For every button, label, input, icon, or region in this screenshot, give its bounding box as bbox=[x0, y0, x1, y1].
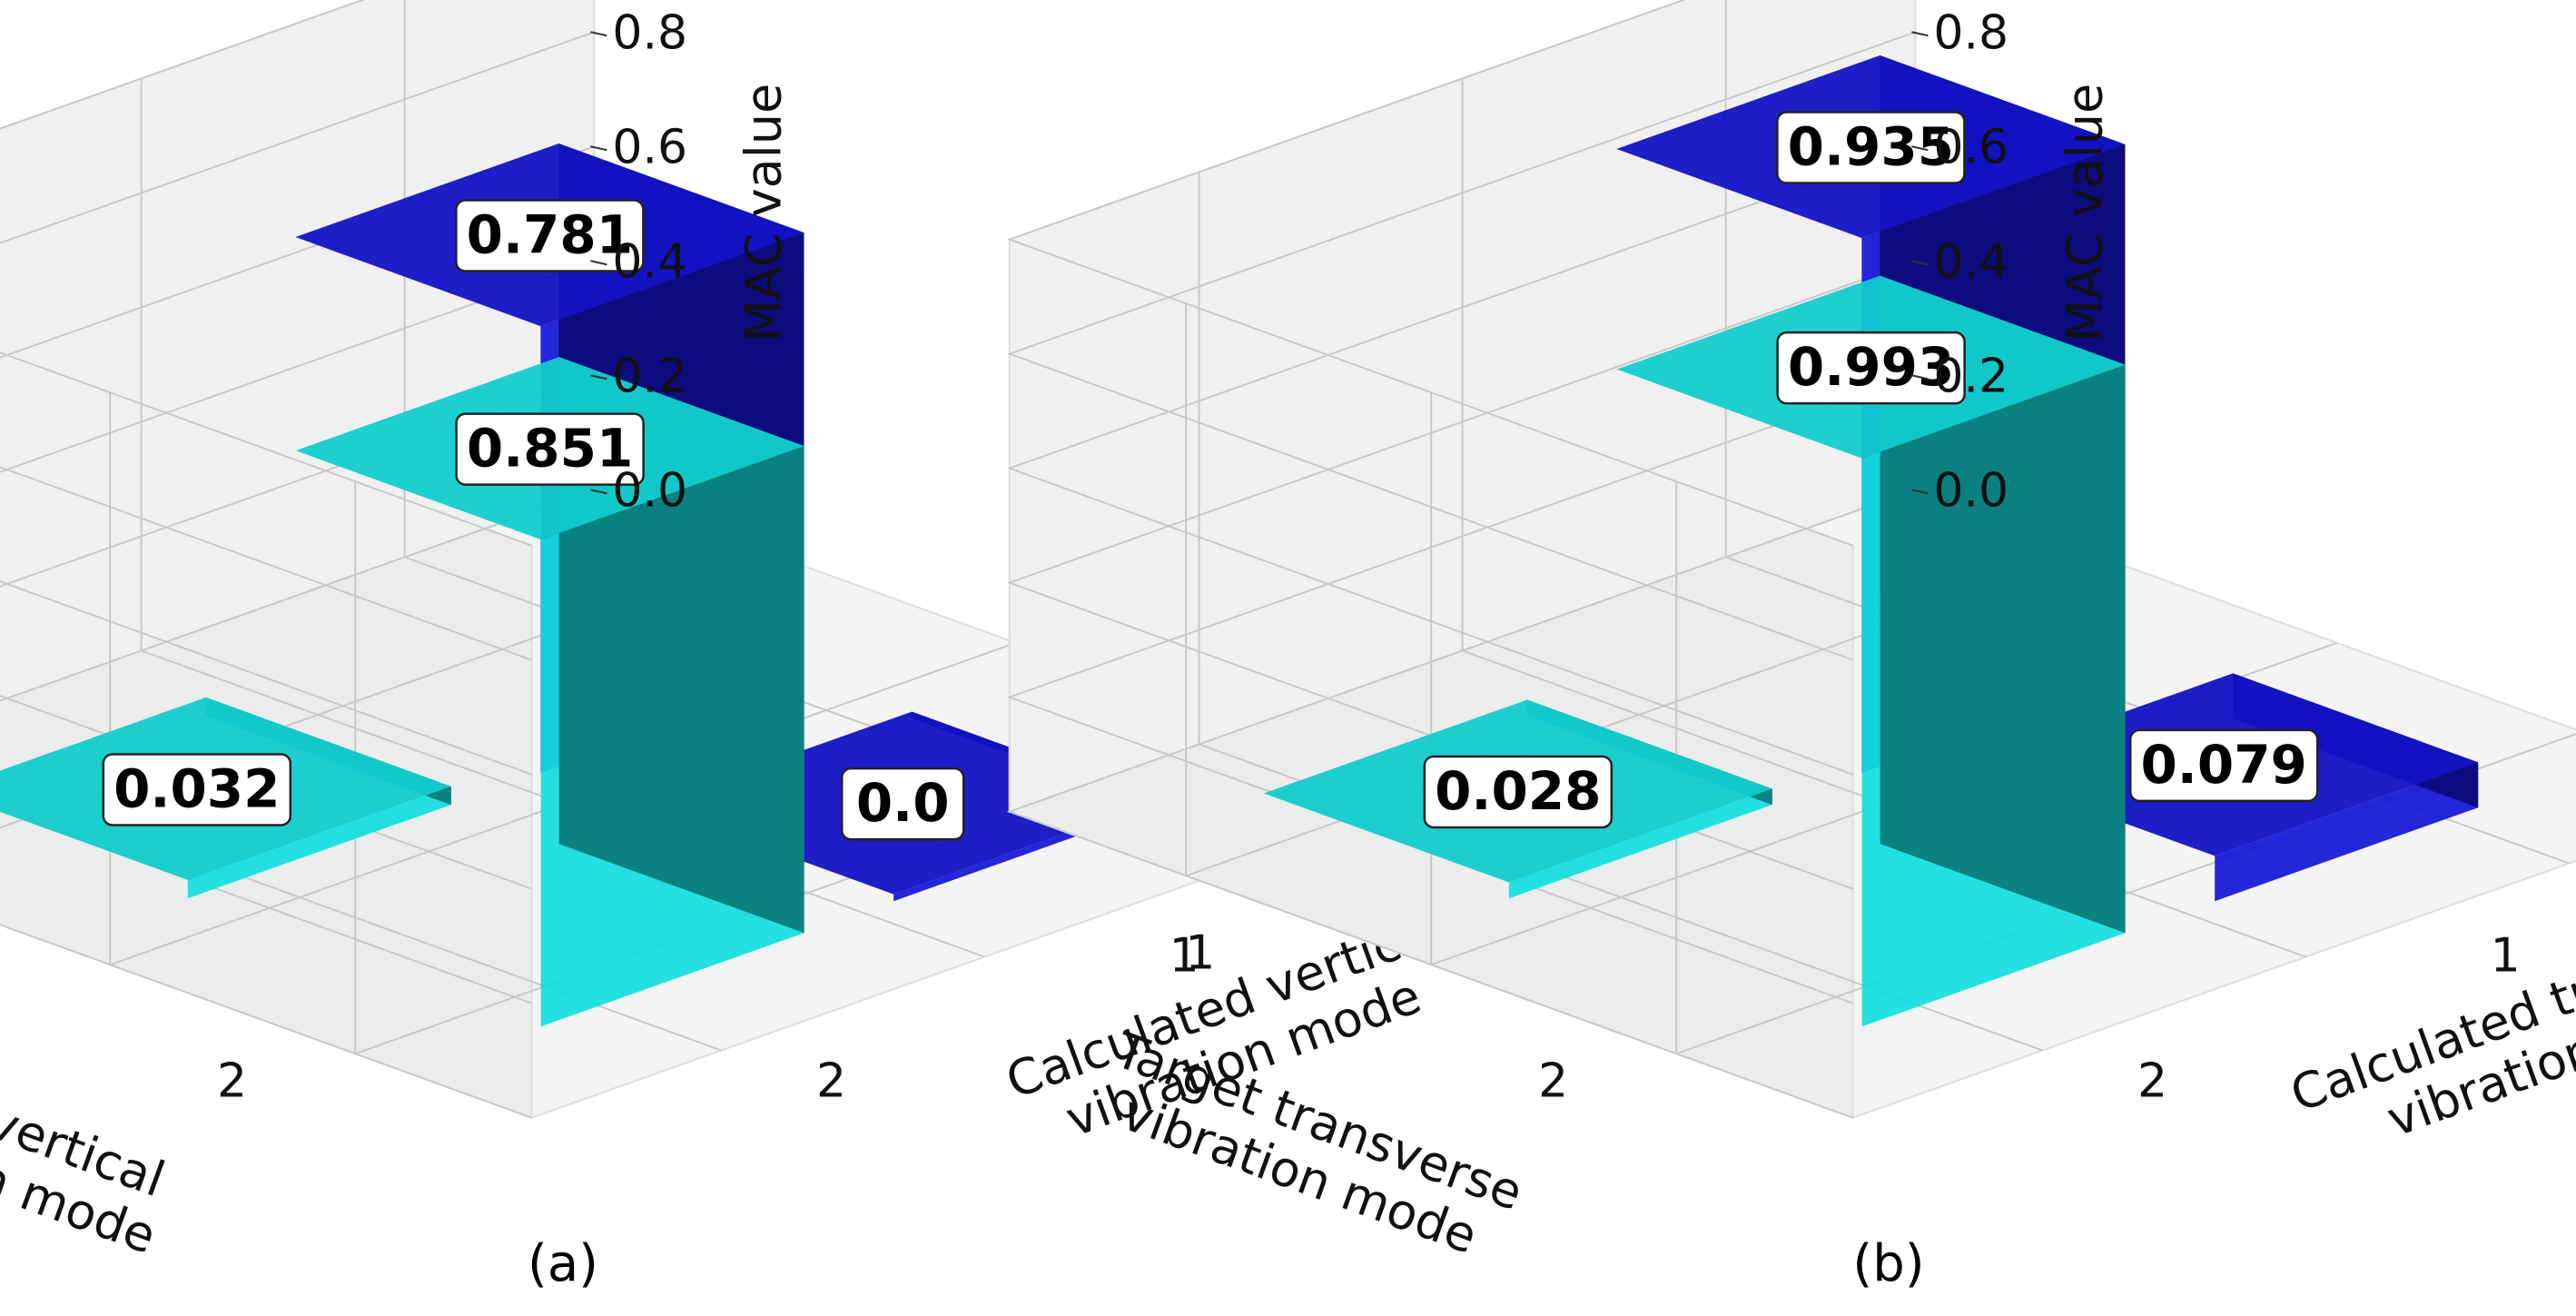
calculated-tick-label: 1 bbox=[2491, 929, 2521, 984]
bar-face-side bbox=[1880, 275, 2126, 934]
value-label-text: 0.935 bbox=[1788, 116, 1954, 178]
value-label-text: 0.993 bbox=[1788, 336, 1954, 398]
value-label-box bbox=[1776, 331, 1966, 405]
value-label: 0.993 bbox=[1776, 331, 1966, 405]
value-label-text: 0.781 bbox=[467, 204, 633, 266]
value-label-text: 0.079 bbox=[2140, 734, 2306, 796]
z-gridline bbox=[0, 374, 595, 1004]
z-tick-label: 0.4 bbox=[612, 234, 687, 289]
z-tick-mark bbox=[590, 31, 607, 37]
z-tick-label: 0.2 bbox=[612, 349, 687, 403]
target-tick-label: 1 bbox=[1185, 926, 1215, 981]
z-tick-label: 0.6 bbox=[1933, 120, 2008, 174]
panel-caption-b: (b) bbox=[1852, 1234, 1924, 1293]
z-tick-label: 0.0 bbox=[612, 463, 687, 518]
z-gridline bbox=[1006, 31, 1916, 661]
z-gridline bbox=[1006, 145, 1916, 776]
z-gridline bbox=[1006, 0, 1853, 547]
value-label-box bbox=[1423, 755, 1614, 829]
value-label-box bbox=[2128, 728, 2319, 803]
y-gridline bbox=[0, 552, 772, 829]
x-gridline bbox=[1198, 172, 2043, 1052]
value-label-box bbox=[455, 199, 645, 272]
z-gridline bbox=[0, 489, 595, 1119]
bar-face-front bbox=[1508, 788, 1772, 899]
z-tick-label: 0.6 bbox=[612, 120, 687, 174]
z-gridline bbox=[1006, 374, 1916, 1004]
value-label-box bbox=[840, 767, 965, 841]
value-label: 0.028 bbox=[1423, 755, 1614, 829]
x-gridline bbox=[0, 787, 722, 1052]
z-tick-mark bbox=[1911, 260, 1929, 266]
value-label: 0.851 bbox=[455, 412, 645, 486]
calculated-tick-label: 2 bbox=[816, 1054, 846, 1109]
z-tick-mark bbox=[1911, 489, 1929, 495]
z-axis-label: MAC value bbox=[2056, 84, 2113, 342]
z-gridline bbox=[0, 145, 595, 776]
value-label-text: 0.0 bbox=[856, 772, 950, 834]
bar-face-front bbox=[2215, 762, 2479, 902]
value-label: 0.079 bbox=[2128, 728, 2319, 803]
target-tick-label: 2 bbox=[1538, 1054, 1568, 1109]
value-label-text: 0.028 bbox=[1435, 760, 1601, 822]
target-tick-label: 2 bbox=[217, 1054, 247, 1109]
z-tick-mark bbox=[590, 260, 607, 266]
value-label: 0.781 bbox=[455, 199, 645, 272]
target-axis-label: Target verticalvibration mode bbox=[0, 1031, 183, 1265]
y-gridline bbox=[1185, 303, 2093, 877]
value-label-box bbox=[455, 412, 645, 486]
value-label-text: 0.032 bbox=[114, 757, 280, 819]
z-axis-label: MAC value bbox=[735, 84, 792, 342]
value-label: 0.032 bbox=[102, 753, 292, 826]
z-tick-label: 0.0 bbox=[1933, 463, 2008, 518]
value-label-box bbox=[102, 753, 292, 826]
z-tick-mark bbox=[590, 374, 607, 381]
z-gridline bbox=[0, 31, 595, 661]
z-tick-mark bbox=[1911, 31, 1929, 37]
panel-b: 0.9350.0280.0790.9930.00.20.40.60.81.0MA… bbox=[1006, 0, 2576, 1265]
z-gridline bbox=[0, 0, 532, 547]
value-label-box bbox=[1776, 111, 1966, 184]
value-label: 0.0 bbox=[840, 767, 965, 841]
value-labels: 0.935 0.028 0.079 0.993 bbox=[1423, 111, 2319, 829]
z-gridline bbox=[1006, 489, 1916, 1119]
z-tick-mark bbox=[590, 145, 607, 152]
calculated-tick-label: 2 bbox=[2137, 1054, 2167, 1109]
z-tick-mark bbox=[1911, 374, 1929, 381]
value-label: 0.935 bbox=[1776, 111, 1966, 184]
value-label-text: 0.851 bbox=[467, 418, 633, 480]
calculated-tick-label: 1 bbox=[1170, 929, 1199, 984]
z-tick-label: 0.2 bbox=[1933, 349, 2008, 403]
bar-face-front bbox=[187, 786, 451, 899]
z-tick-label: 0.4 bbox=[1933, 234, 2008, 289]
z-tick-mark bbox=[590, 489, 607, 495]
z-tick-mark bbox=[1911, 145, 1929, 152]
z-tick-label: 0.8 bbox=[1933, 5, 2008, 60]
z-tick-label: 0.8 bbox=[612, 5, 687, 60]
panel-caption-a: (a) bbox=[528, 1234, 598, 1293]
